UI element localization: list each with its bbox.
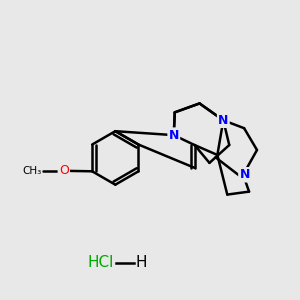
Text: O: O [59, 164, 69, 177]
Text: CH₃: CH₃ [22, 166, 41, 176]
Text: H: H [135, 255, 147, 270]
Text: N: N [169, 129, 179, 142]
Text: N: N [239, 168, 250, 181]
Text: N: N [218, 114, 229, 127]
Text: HCl: HCl [88, 255, 114, 270]
